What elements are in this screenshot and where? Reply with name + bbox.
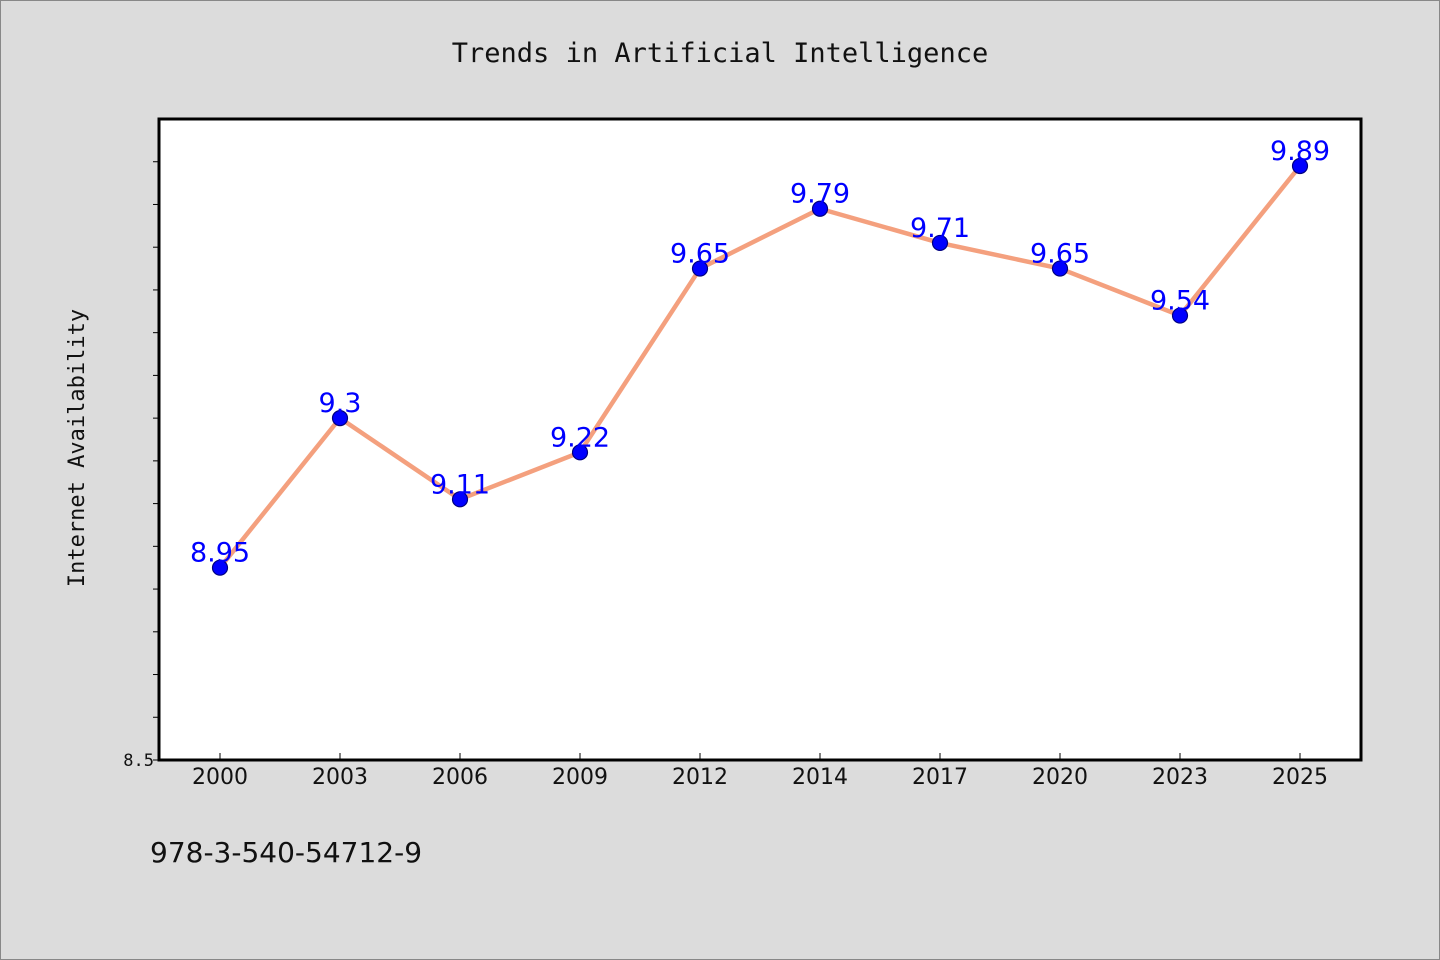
footer-code: 978-3-540-54712-9: [150, 836, 422, 869]
plot-area: [159, 119, 1361, 760]
data-label-2014: 9.79: [790, 179, 850, 210]
data-point-2025: [1291, 157, 1309, 175]
x-tick-label: 2006: [432, 765, 488, 790]
data-point-2020: [1051, 260, 1069, 277]
data-point-2017: [931, 234, 949, 252]
chart-title: Trends in Artificial Intelligence: [452, 38, 988, 69]
y-tick-label: 8.5: [123, 751, 154, 771]
plot-frame: [157, 117, 1363, 762]
data-label-2012: 9.65: [670, 239, 730, 270]
x-axis-ticks: 2000 2003 2006 2009 2012 2014 2017 2020 2023 2025: [192, 753, 1328, 790]
y-axis-label: Internet Availability: [65, 309, 90, 587]
data-point-2003: [331, 410, 349, 427]
data-label-2023: 9.54: [1150, 286, 1210, 317]
data-point-2009: [571, 444, 589, 461]
data-labels: 8.95 9.3 9.11 9.22 9.65 9.79 9.71 9.65 9.54 9.89: [190, 136, 1330, 569]
x-tick-label: 2012: [672, 765, 728, 790]
data-label-2003: 9.3: [319, 388, 362, 419]
x-tick-label: 2000: [192, 765, 248, 790]
x-tick-label: 2003: [312, 765, 368, 790]
x-tick-label: 2023: [1152, 765, 1208, 790]
x-tick-label: 2014: [792, 765, 848, 790]
data-point-2000: [211, 559, 229, 576]
data-point-2012: [691, 260, 709, 277]
series-line: [217, 163, 1303, 570]
x-tick-label: 2020: [1032, 765, 1088, 790]
x-tick-label: 2009: [552, 765, 608, 790]
data-point-2023: [1171, 307, 1189, 324]
x-tick-label: 2025: [1272, 765, 1328, 790]
data-label-2000: 8.95: [190, 538, 250, 569]
data-label-2006: 9.11: [430, 469, 490, 500]
data-label-2020: 9.65: [1030, 239, 1090, 270]
series-markers: [211, 157, 1309, 576]
data-label-2017: 9.71: [910, 213, 970, 244]
data-label-2025: 9.89: [1270, 136, 1330, 167]
y-axis-ticks: 8.5: [123, 161, 159, 771]
data-point-2006: [451, 491, 469, 508]
x-tick-label: 2017: [912, 765, 968, 790]
data-label-2009: 9.22: [550, 422, 610, 453]
data-point-2014: [811, 200, 829, 217]
